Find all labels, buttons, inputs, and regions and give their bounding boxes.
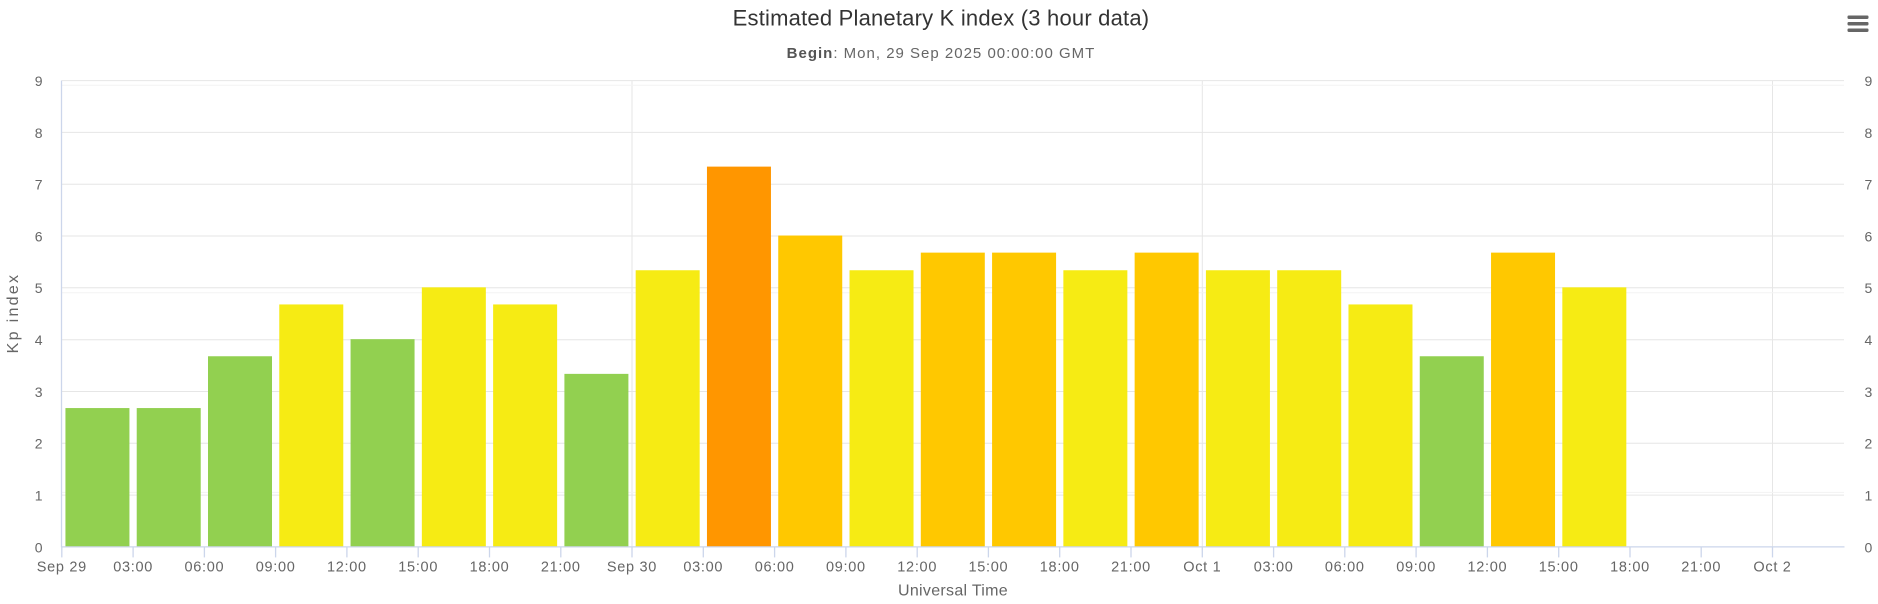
svg-text:15:00: 15:00 [969,560,1009,576]
svg-text:3: 3 [1865,384,1873,400]
svg-text:2: 2 [35,436,43,452]
svg-text:03:00: 03:00 [113,560,153,576]
svg-text:4: 4 [1865,332,1873,348]
svg-text:21:00: 21:00 [1681,560,1721,576]
svg-text:Sep 29: Sep 29 [37,560,87,576]
svg-text:5: 5 [35,280,43,296]
svg-text:09:00: 09:00 [256,560,296,576]
svg-text:7: 7 [1865,177,1873,193]
svg-text:03:00: 03:00 [1254,560,1294,576]
svg-text:06:00: 06:00 [1325,560,1365,576]
svg-text:12:00: 12:00 [327,560,367,576]
svg-text:1: 1 [1865,488,1873,504]
svg-text:Estimated Planetary K index (3: Estimated Planetary K index (3 hour data… [733,5,1150,30]
svg-text:18:00: 18:00 [1040,560,1080,576]
svg-text:Oct 1: Oct 1 [1183,560,1221,576]
svg-text:8: 8 [35,125,43,141]
svg-text:Kp index: Kp index [5,273,22,354]
svg-text:15:00: 15:00 [398,560,438,576]
svg-text:12:00: 12:00 [1468,560,1508,576]
svg-text:06:00: 06:00 [755,560,795,576]
svg-text:5: 5 [1865,280,1873,296]
svg-text:06:00: 06:00 [185,560,225,576]
svg-text:Oct 2: Oct 2 [1753,560,1791,576]
svg-text:9: 9 [35,73,43,89]
svg-text:Sep 30: Sep 30 [607,560,657,576]
svg-text:18:00: 18:00 [470,560,510,576]
svg-text:4: 4 [35,332,43,348]
svg-text:03:00: 03:00 [683,560,723,576]
svg-text:6: 6 [1865,228,1873,244]
svg-text:7: 7 [35,177,43,193]
svg-text:1: 1 [35,488,43,504]
svg-text:0: 0 [1865,539,1873,555]
svg-text:Universal Time: Universal Time [898,583,1008,600]
svg-text:8: 8 [1865,125,1873,141]
svg-text:Begin: Mon, 29 Sep 2025 00:00:: Begin: Mon, 29 Sep 2025 00:00:00 GMT [787,45,1096,62]
svg-text:21:00: 21:00 [1111,560,1151,576]
svg-text:0: 0 [35,539,43,555]
svg-text:15:00: 15:00 [1539,560,1579,576]
svg-text:09:00: 09:00 [826,560,866,576]
svg-text:6: 6 [35,228,43,244]
svg-text:12:00: 12:00 [897,560,937,576]
svg-text:09:00: 09:00 [1396,560,1436,576]
svg-text:18:00: 18:00 [1610,560,1650,576]
svg-text:9: 9 [1865,73,1873,89]
svg-text:21:00: 21:00 [541,560,581,576]
svg-text:2: 2 [1865,436,1873,452]
svg-text:3: 3 [35,384,43,400]
